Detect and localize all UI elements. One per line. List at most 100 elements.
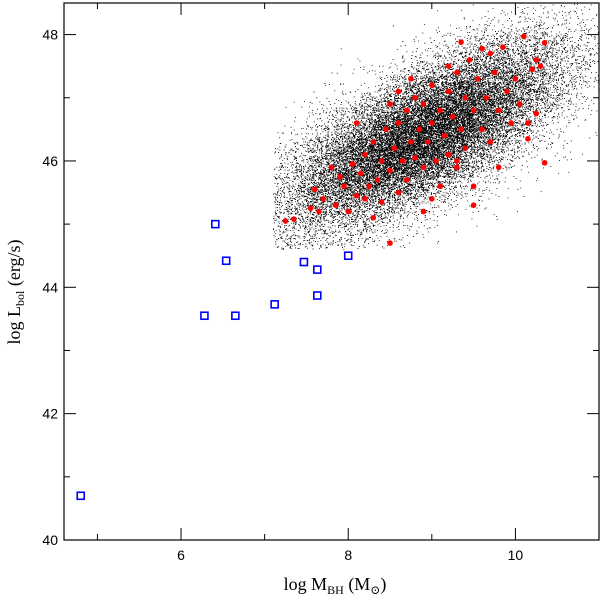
red-point <box>529 66 535 73</box>
red-point <box>374 177 381 183</box>
red-point <box>370 139 377 145</box>
red-point <box>495 107 502 114</box>
red-point <box>316 208 322 215</box>
y-tick-label: 40 <box>42 532 58 548</box>
red-point <box>454 69 460 76</box>
blue-point <box>270 300 279 309</box>
red-point <box>504 88 510 95</box>
red-point <box>512 76 519 82</box>
red-point <box>516 101 523 107</box>
red-point <box>449 113 456 120</box>
red-point <box>470 183 477 190</box>
red-point <box>479 45 485 52</box>
red-point <box>470 107 477 114</box>
red-point <box>474 76 481 82</box>
red-point <box>282 218 289 224</box>
red-point <box>378 199 385 205</box>
blue-point <box>200 311 209 321</box>
x-tick-labels: 6 8 10 <box>177 547 523 563</box>
red-point <box>420 101 427 107</box>
red-point <box>311 186 318 193</box>
red-point <box>429 196 435 202</box>
red-point <box>349 161 356 167</box>
red-point <box>341 183 347 190</box>
red-point <box>429 82 435 88</box>
red-point <box>328 164 335 171</box>
red-point <box>391 145 397 152</box>
red-point <box>412 94 418 101</box>
red-point <box>495 164 502 171</box>
red-point <box>408 76 414 82</box>
red-point <box>462 145 469 152</box>
blue-point <box>299 257 309 267</box>
red-point <box>378 158 385 164</box>
red-point <box>403 177 410 183</box>
red-point <box>353 192 360 199</box>
red-point <box>487 139 494 145</box>
x-tick-label: 6 <box>177 547 185 563</box>
red-point <box>458 39 464 45</box>
red-point <box>437 183 443 190</box>
red-point <box>416 126 423 133</box>
blue-square-series <box>76 219 353 501</box>
red-point <box>487 50 494 57</box>
red-point <box>520 33 527 40</box>
red-point <box>383 126 389 133</box>
red-point <box>454 158 460 164</box>
y-tick-label: 42 <box>42 406 58 422</box>
x-tick-label: 8 <box>344 547 352 563</box>
black-dots <box>273 2 600 250</box>
red-point <box>307 205 314 212</box>
red-point <box>433 158 439 164</box>
red-point <box>525 120 531 126</box>
red-point <box>483 94 489 101</box>
red-point <box>337 173 343 180</box>
red-point <box>441 132 448 139</box>
red-point <box>387 240 393 246</box>
red-point <box>420 208 427 215</box>
red-point <box>370 215 377 221</box>
red-point <box>470 202 477 208</box>
blue-point <box>312 265 322 274</box>
red-point <box>445 63 452 69</box>
red-point <box>537 63 544 69</box>
red-point <box>525 136 531 142</box>
axis-ticks <box>64 3 600 541</box>
red-point <box>387 167 393 174</box>
red-point <box>412 154 418 161</box>
blue-point <box>221 256 231 266</box>
red-point <box>491 69 498 76</box>
red-point <box>462 94 469 101</box>
red-point <box>362 151 368 158</box>
red-point <box>403 107 410 114</box>
red-point <box>395 189 402 196</box>
red-point <box>533 110 540 117</box>
red-point <box>345 208 352 215</box>
blue-point <box>231 311 240 321</box>
red-point <box>508 120 515 126</box>
red-point <box>533 57 540 63</box>
y-tick-label: 48 <box>42 27 58 43</box>
red-point <box>454 164 460 171</box>
red-point <box>541 160 548 166</box>
red-circle-series <box>282 33 548 246</box>
red-point <box>395 88 402 95</box>
red-point <box>320 196 326 202</box>
plot-frame <box>63 2 600 541</box>
blue-point <box>211 219 220 229</box>
red-point <box>399 158 406 164</box>
black-dot-cloud <box>273 2 600 250</box>
blue-point <box>312 291 322 300</box>
y-tick-labels: 40 42 44 46 48 <box>42 27 58 548</box>
red-point <box>458 126 464 133</box>
red-point <box>437 107 443 114</box>
blue-point <box>343 251 353 261</box>
red-point <box>291 216 297 222</box>
red-point <box>420 164 427 171</box>
y-tick-label: 46 <box>42 153 58 169</box>
red-point <box>332 202 339 208</box>
red-point <box>353 120 360 126</box>
red-point <box>445 151 452 158</box>
x-axis-title: log MBH (M⊙) <box>284 574 387 597</box>
